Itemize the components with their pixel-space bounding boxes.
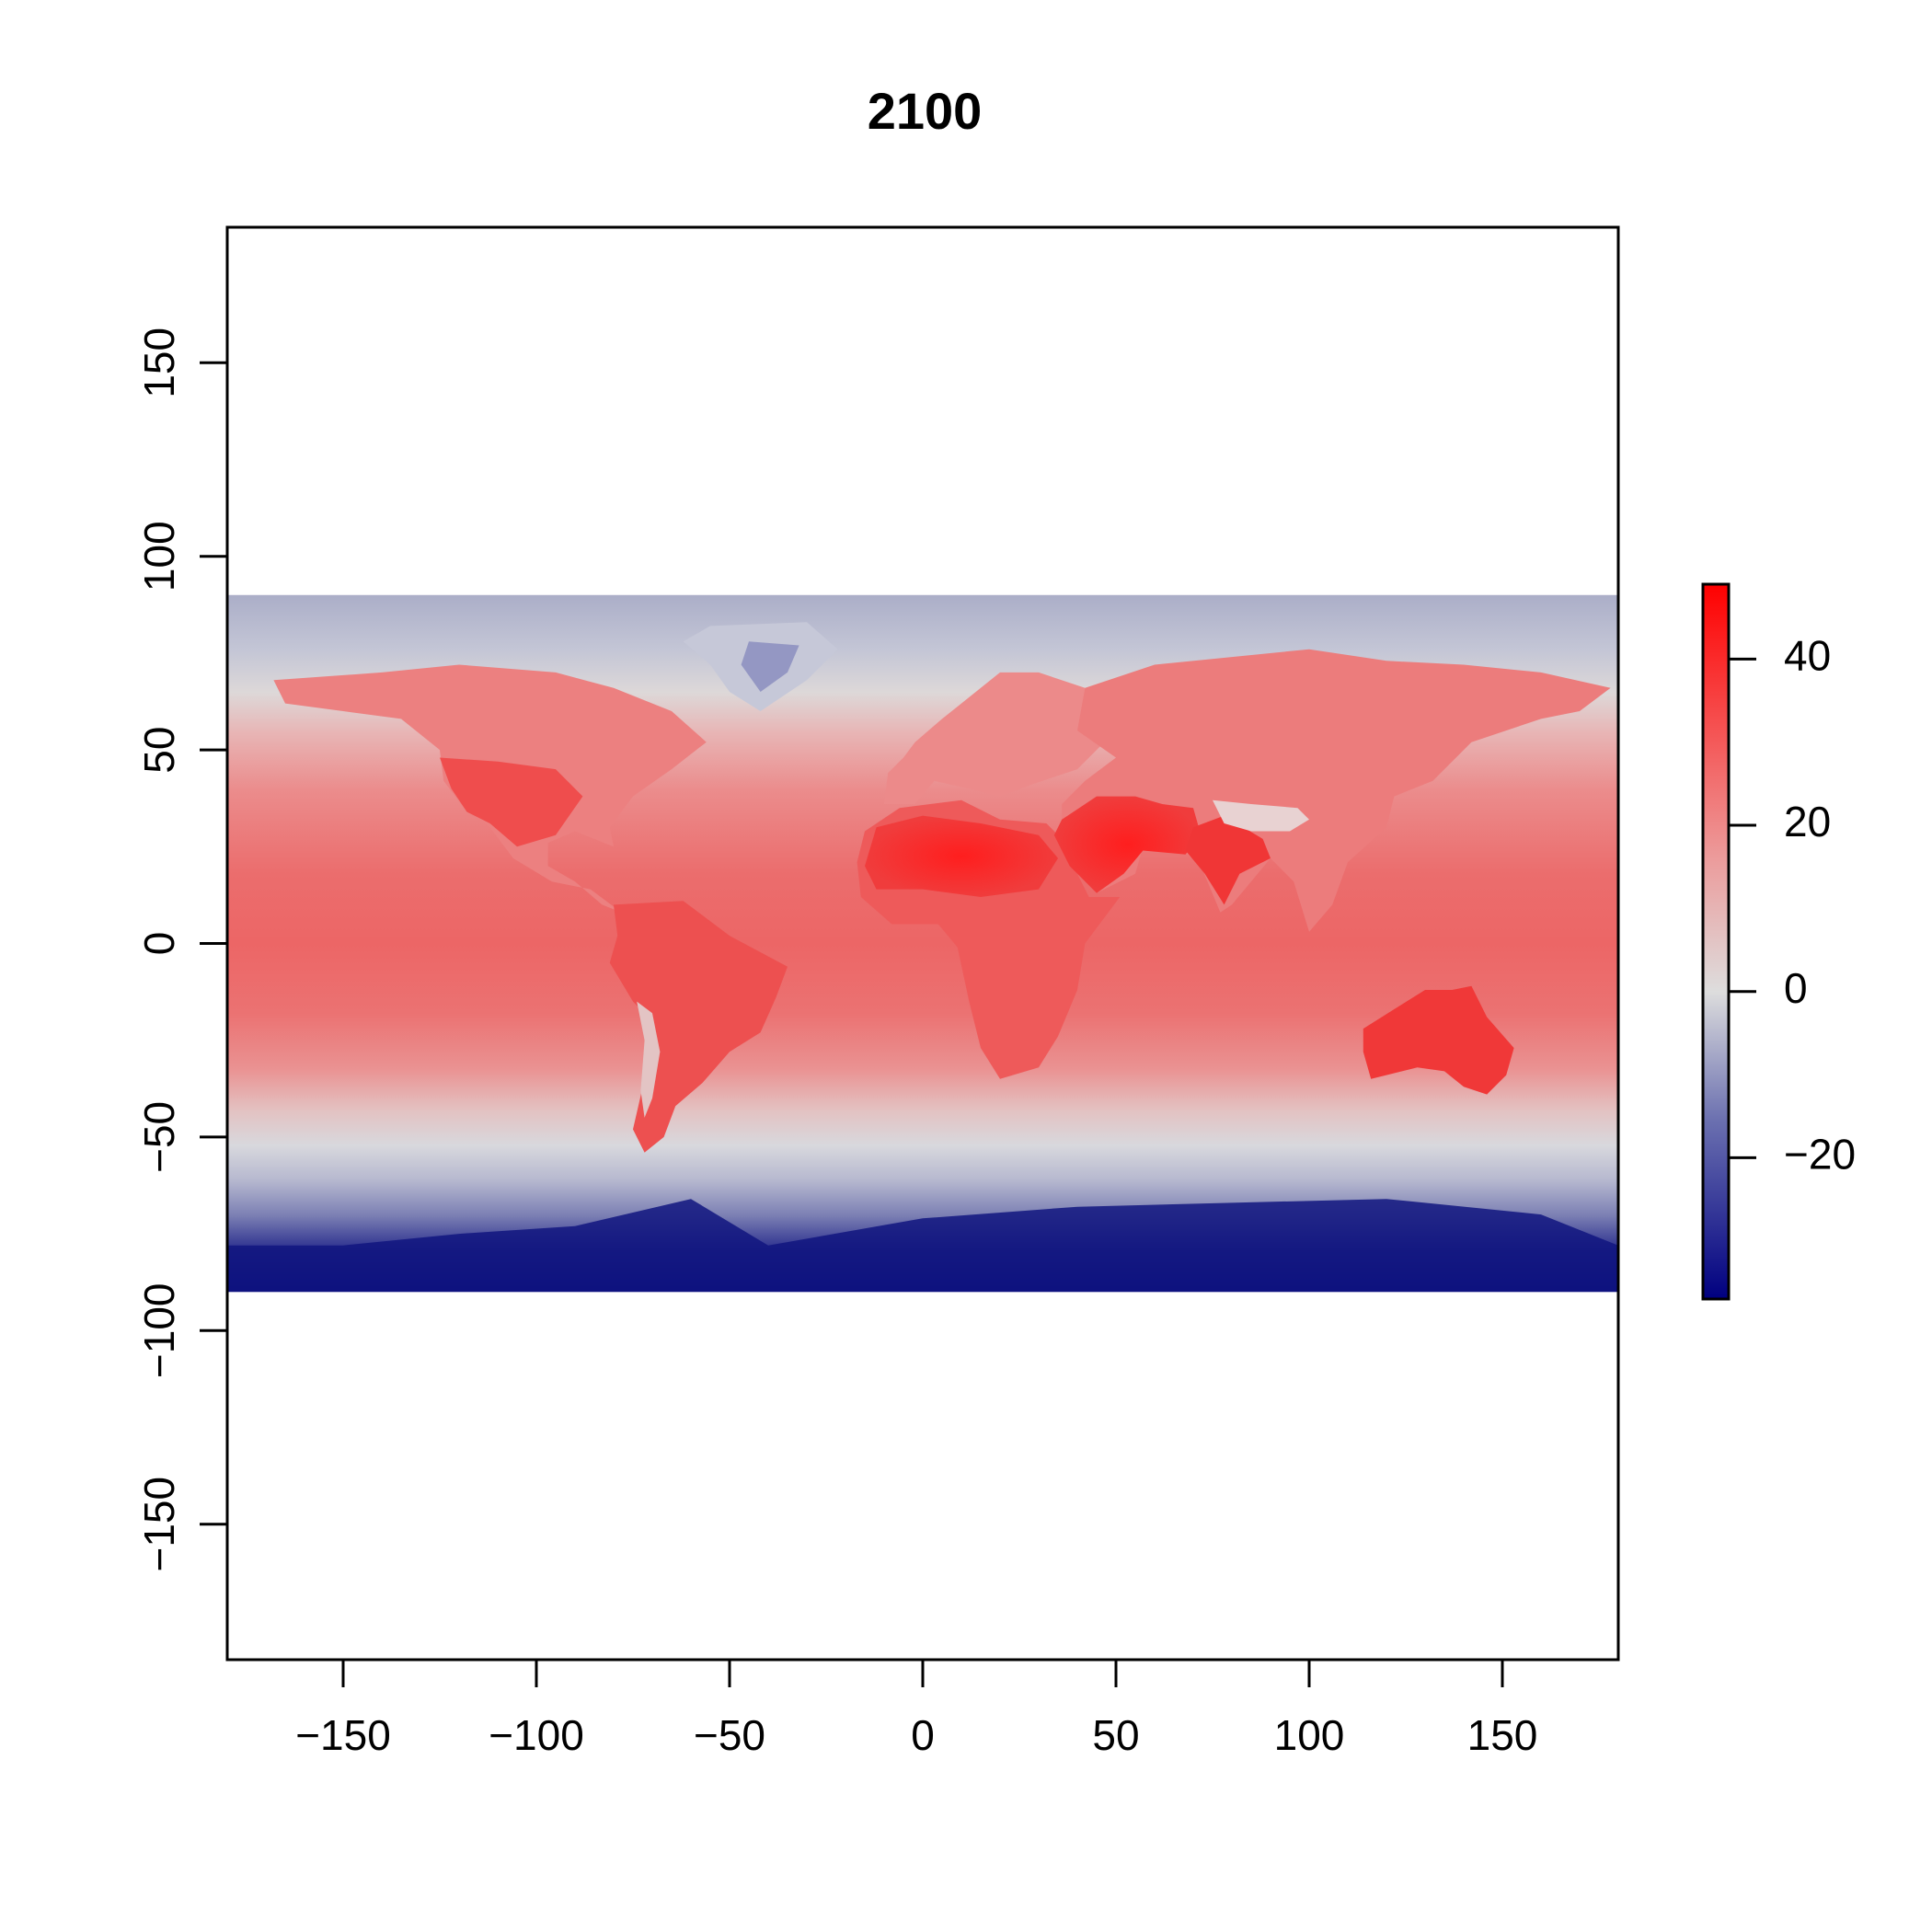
x-tick-label: −150: [295, 1711, 391, 1759]
x-tick-label: 50: [1092, 1711, 1139, 1759]
colorbar-tick-label: 40: [1784, 631, 1831, 679]
sahara: [865, 815, 1058, 897]
y-tick-label: −100: [135, 1282, 183, 1378]
south-america: [609, 901, 788, 1153]
australia: [1363, 985, 1514, 1095]
y-tick-label: 150: [135, 328, 183, 398]
colorbar-tick-label: 0: [1784, 964, 1808, 1012]
temperature-raster: [227, 594, 1618, 1293]
colorbar-tick-label: 20: [1784, 798, 1831, 845]
y-tick-label: 50: [135, 727, 183, 774]
y-tick-label: 100: [135, 521, 183, 592]
y-tick-label: 0: [135, 932, 183, 956]
europe: [884, 672, 1116, 804]
tibetan-plateau: [1213, 799, 1309, 832]
arabia-iran: [1053, 796, 1202, 893]
x-tick-label: 150: [1467, 1711, 1538, 1759]
x-tick-label: 0: [911, 1711, 935, 1759]
north-america-warm: [440, 757, 583, 847]
antarctica: [227, 1199, 1618, 1293]
colorbar-legend: 40 20 0 −20: [1701, 582, 1856, 1301]
y-tick-label: −50: [135, 1101, 183, 1173]
colorbar-tick-label: −20: [1784, 1131, 1856, 1179]
plot-title: 2100: [867, 82, 983, 140]
x-tick-label: −50: [694, 1711, 765, 1759]
plot-axes: −150 −100 −50 0 50 100 150 −150 −100 −50 0 50 100 150: [135, 225, 1620, 1759]
colorbar-ramp: [1701, 582, 1731, 1301]
y-tick-label: −150: [135, 1477, 183, 1572]
greenland-ice-cap: [741, 641, 799, 692]
x-tick-label: −100: [489, 1711, 584, 1759]
x-tick-label: 100: [1274, 1711, 1345, 1759]
india: [1185, 815, 1271, 905]
andes: [637, 1001, 661, 1118]
